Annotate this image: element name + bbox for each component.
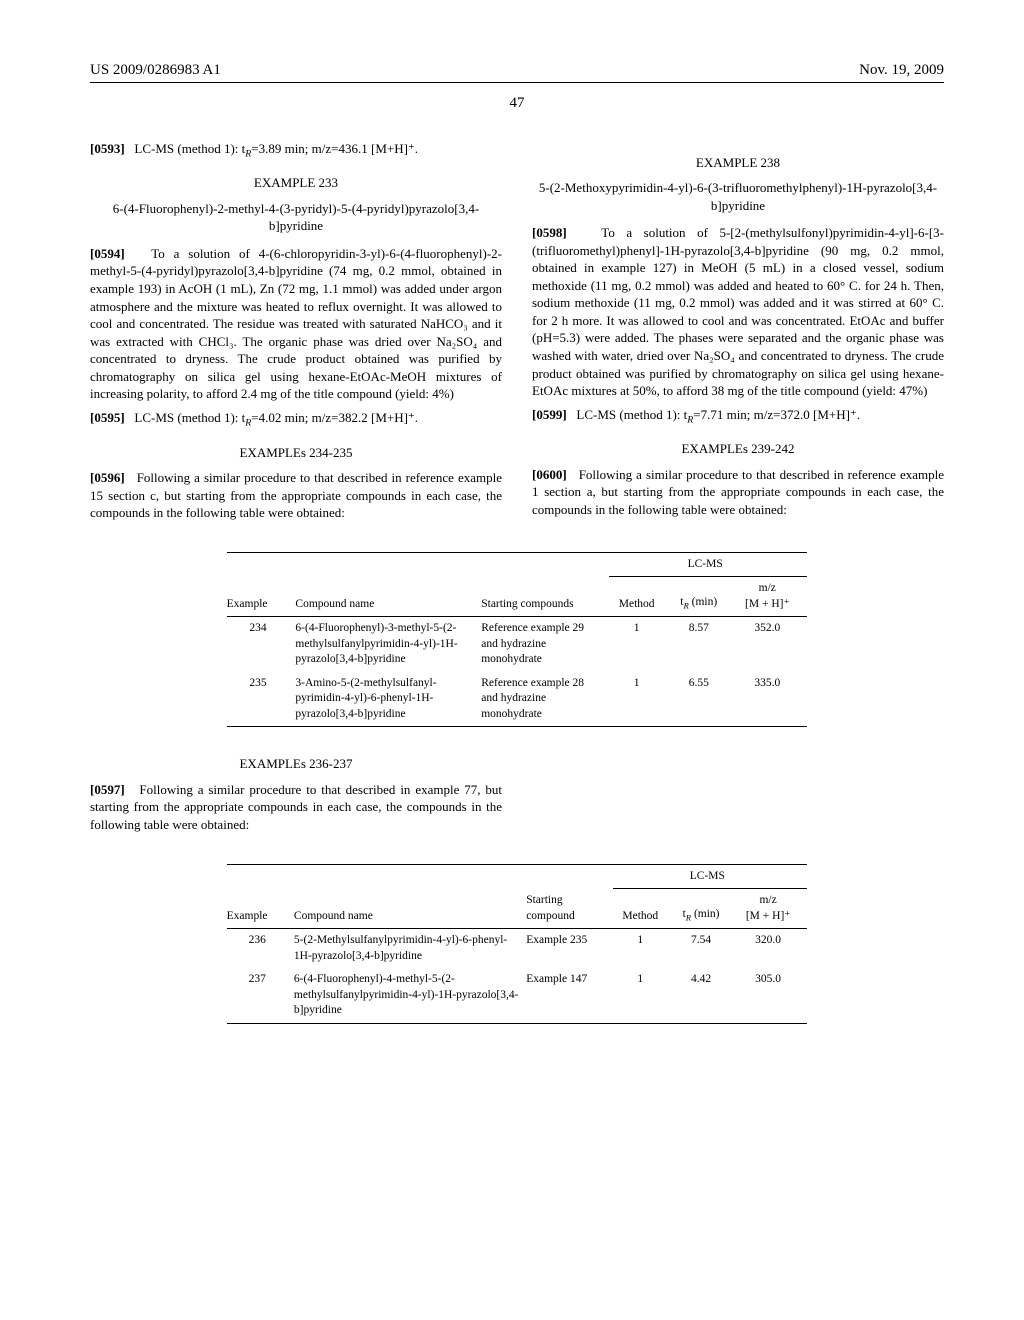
cell-compound: 6-(4-Fluorophenyl)-4-methyl-5-(2-methyls… <box>294 968 526 1023</box>
para-text: LC-MS (method 1): t <box>134 410 245 425</box>
left-column-2: EXAMPLEs 236-237 [0597] Following a simi… <box>90 741 502 839</box>
cell-tr: 7.54 <box>673 929 735 968</box>
table-row: 235 3-Amino-5-(2-methylsulfanyl-pyrimidi… <box>227 672 808 727</box>
cell-method: 1 <box>613 968 673 1023</box>
lcms-group-header: LC-MS <box>609 553 807 577</box>
header-rule <box>90 82 944 83</box>
example-234-235-title: EXAMPLEs 234-235 <box>90 444 502 462</box>
th-starting: Starting compound <box>526 889 613 929</box>
th-starting: Starting compounds <box>481 577 609 617</box>
para-number: [0596] <box>90 470 125 485</box>
left-column: [0593] LC-MS (method 1): tR=3.89 min; m/… <box>90 140 502 528</box>
cell-starting: Reference example 29 and hydrazine monoh… <box>481 617 609 672</box>
right-column: EXAMPLE 238 5-(2-Methoxypyrimidin-4-yl)-… <box>532 140 944 528</box>
cell-mz: 352.0 <box>733 617 807 672</box>
cell-starting: Example 235 <box>526 929 613 968</box>
table-236-237: LC-MS Example Compound name Starting com… <box>227 864 808 1024</box>
table-row: 234 6-(4-Fluorophenyl)-3-methyl-5-(2-met… <box>227 617 808 672</box>
th-mz: m/z[M + H]⁺ <box>735 889 808 929</box>
example-238-name: 5-(2-Methoxypyrimidin-4-yl)-6-(3-trifluo… <box>532 179 944 214</box>
data-table: LC-MS Example Compound name Starting com… <box>227 864 808 1024</box>
cell-compound: 6-(4-Fluorophenyl)-3-methyl-5-(2-methyls… <box>295 617 481 672</box>
para-0600: [0600] Following a similar procedure to … <box>532 466 944 519</box>
th-tr: tR (min) <box>670 577 733 617</box>
cell-tr: 8.57 <box>670 617 733 672</box>
para-0593: [0593] LC-MS (method 1): tR=3.89 min; m/… <box>90 140 502 161</box>
para-number: [0600] <box>532 467 567 482</box>
para-cont: =7.71 min; m/z=372.0 [M+H]⁺. <box>693 407 860 422</box>
example-236-237-title: EXAMPLEs 236-237 <box>90 755 502 773</box>
table-234-235: LC-MS Example Compound name Starting com… <box>227 552 808 728</box>
para-text: To a solution of 5-[2-(methylsulfonyl)py… <box>532 225 944 398</box>
data-table: LC-MS Example Compound name Starting com… <box>227 552 808 728</box>
cell-mz: 320.0 <box>735 929 808 968</box>
page-number: 47 <box>90 93 944 113</box>
cell-method: 1 <box>609 672 670 727</box>
para-text: LC-MS (method 1): t <box>576 407 687 422</box>
para-text: To a solution of 4-(6-chloropyridin-3-yl… <box>90 246 502 401</box>
cell-method: 1 <box>609 617 670 672</box>
th-method: Method <box>613 889 673 929</box>
cell-starting: Example 147 <box>526 968 613 1023</box>
th-mz: m/z[M + H]⁺ <box>733 577 807 617</box>
para-0599: [0599] LC-MS (method 1): tR=7.71 min; m/… <box>532 406 944 427</box>
th-compound: Compound name <box>294 889 526 929</box>
example-233-name: 6-(4-Fluorophenyl)-2-methyl-4-(3-pyridyl… <box>90 200 502 235</box>
para-0596: [0596] Following a similar procedure to … <box>90 469 502 522</box>
cell-starting: Reference example 28 and hydrazine monoh… <box>481 672 609 727</box>
th-example: Example <box>227 889 294 929</box>
para-cont: =4.02 min; m/z=382.2 [M+H]⁺. <box>251 410 418 425</box>
para-0598: [0598] To a solution of 5-[2-(methylsulf… <box>532 224 944 399</box>
table-row: 237 6-(4-Fluorophenyl)-4-methyl-5-(2-met… <box>227 968 808 1023</box>
example-239-242-title: EXAMPLEs 239-242 <box>532 440 944 458</box>
cell-compound: 3-Amino-5-(2-methylsulfanyl-pyrimidin-4-… <box>295 672 481 727</box>
para-0595: [0595] LC-MS (method 1): tR=4.02 min; m/… <box>90 409 502 430</box>
cell-mz: 335.0 <box>733 672 807 727</box>
para-text: Following a similar procedure to that de… <box>90 782 502 832</box>
cell-example: 236 <box>227 929 294 968</box>
para-cont: =3.89 min; m/z=436.1 [M+H]⁺. <box>251 141 418 156</box>
para-number: [0598] <box>532 225 567 240</box>
cell-mz: 305.0 <box>735 968 808 1023</box>
two-column-body: [0593] LC-MS (method 1): tR=3.89 min; m/… <box>90 140 944 528</box>
cell-example: 234 <box>227 617 296 672</box>
para-0597: [0597] Following a similar procedure to … <box>90 781 502 834</box>
th-tr: tR (min) <box>673 889 735 929</box>
th-example: Example <box>227 577 296 617</box>
cell-compound: 5-(2-Methylsulfanylpyrimidin-4-yl)-6-phe… <box>294 929 526 968</box>
para-number: [0594] <box>90 246 125 261</box>
para-number: [0593] <box>90 141 125 156</box>
th-method: Method <box>609 577 670 617</box>
right-column-2 <box>532 741 944 839</box>
cell-example: 237 <box>227 968 294 1023</box>
patent-page: US 2009/0286983 A1 Nov. 19, 2009 47 [059… <box>0 0 1024 1078</box>
page-header: US 2009/0286983 A1 Nov. 19, 2009 <box>90 60 944 82</box>
para-0594: [0594] To a solution of 4-(6-chloropyrid… <box>90 245 502 403</box>
para-text: Following a similar procedure to that de… <box>90 470 502 520</box>
example-233-title: EXAMPLE 233 <box>90 174 502 192</box>
patent-number: US 2009/0286983 A1 <box>90 60 221 80</box>
cell-tr: 6.55 <box>670 672 733 727</box>
lcms-group-header: LC-MS <box>613 865 807 889</box>
para-number: [0595] <box>90 410 125 425</box>
para-number: [0599] <box>532 407 567 422</box>
para-number: [0597] <box>90 782 125 797</box>
cell-example: 235 <box>227 672 296 727</box>
example-238-title: EXAMPLE 238 <box>532 154 944 172</box>
th-compound: Compound name <box>295 577 481 617</box>
cell-tr: 4.42 <box>673 968 735 1023</box>
para-text: LC-MS (method 1): t <box>134 141 245 156</box>
cell-method: 1 <box>613 929 673 968</box>
patent-date: Nov. 19, 2009 <box>859 60 944 80</box>
table-row: 236 5-(2-Methylsulfanylpyrimidin-4-yl)-6… <box>227 929 808 968</box>
two-column-body-2: EXAMPLEs 236-237 [0597] Following a simi… <box>90 741 944 839</box>
para-text: Following a similar procedure to that de… <box>532 467 944 517</box>
